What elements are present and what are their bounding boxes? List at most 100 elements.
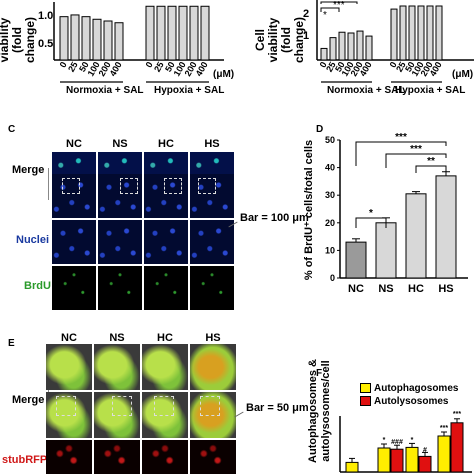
top-left-tick-11: 400 <box>194 60 210 78</box>
panel-d-xtick-3: HS <box>438 283 453 295</box>
panel-e: NC NS HC HS Merge stubRFP Bar = 50 μm <box>0 330 309 474</box>
top-right-tick-6: 0 <box>388 60 399 69</box>
top-right-bar-5 <box>365 35 373 61</box>
top-left-chart: Cell viability (fold change) 1.0 0.5 025… <box>0 0 240 100</box>
top-right-tick-8: 50 <box>403 60 417 74</box>
panel-d-sig-bracket-3 <box>355 141 447 166</box>
panel-e-col-hc: HC <box>157 332 173 344</box>
top-right-bar-0 <box>320 47 328 61</box>
panel-d-xtick-2: HC <box>408 283 424 295</box>
top-right-ytick-bottom: 1 <box>303 30 310 42</box>
panel-d-ytick-4: 40 <box>325 163 335 173</box>
top-left-tick-0: 0 <box>58 60 69 69</box>
top-right-bar-3 <box>347 32 355 61</box>
panel-d-sig-bracket-0 <box>355 217 387 228</box>
panel-d-sig-0: * <box>369 208 373 219</box>
panel-c-nuclei-nc <box>52 220 96 264</box>
top-left-unit: (μM) <box>213 69 235 80</box>
panel-e-stubrfp-nc <box>46 440 92 474</box>
top-left-bar-6 <box>145 5 155 61</box>
panel-f-sig-4: *** <box>440 425 448 432</box>
panel-label-c: C <box>8 124 16 135</box>
panel-e-scale-bar-text: Bar = 50 μm <box>246 402 309 414</box>
top-left-group-normoxia: Normoxia + SAL <box>66 85 144 96</box>
top-right-bar-11 <box>435 5 443 61</box>
panel-c-merge-hc-2 <box>144 174 188 218</box>
top-left-tick-8: 50 <box>163 60 177 74</box>
panel-f-legend: Autophagosomes Autolysosomes <box>360 382 458 408</box>
top-left-bar-10 <box>189 5 199 61</box>
panel-d-sig-2: *** <box>410 144 422 155</box>
panel-e-col-nc: NC <box>61 332 77 344</box>
panel-c-brdu-nc <box>52 266 96 310</box>
top-right-tick-2: 50 <box>333 60 347 74</box>
panel-f-sig-0: * <box>383 437 386 444</box>
panel-d-ylabel: % of BrdU⁺ cells/total cells <box>303 140 315 280</box>
panel-f-ylabel-line2: autolysosomes/cell <box>320 360 332 462</box>
top-left-ytick-top: 1.0 <box>38 10 54 22</box>
top-left-bar-1 <box>70 14 80 61</box>
top-right-bar-8 <box>408 5 416 61</box>
panel-c-nuclei-ns <box>98 220 142 264</box>
panel-e-zoom-box-ns <box>112 396 132 416</box>
top-right-bar-10 <box>426 5 434 61</box>
top-left-bar-11 <box>200 5 210 61</box>
top-left-group-hypoxia: Hypoxia + SAL <box>154 85 225 96</box>
panel-c-col-ns: NS <box>112 138 128 150</box>
panel-d-bar-2 <box>405 193 427 279</box>
panel-c-brdu-ns <box>98 266 142 310</box>
top-right-sig-a: * <box>323 10 327 21</box>
panel-d-xtick-0: NC <box>348 283 364 295</box>
panel-f-legend-autophagosomes: Autophagosomes <box>360 382 458 395</box>
top-left-tick-5: 400 <box>108 60 124 78</box>
top-right-group-normoxia: Normoxia + SAL <box>327 85 405 96</box>
panel-e-merge-hs-1 <box>190 344 236 390</box>
panel-e-col-hs: HS <box>205 332 221 344</box>
panel-f-chart: * ### * # *** *** <box>339 411 472 473</box>
top-right-bar-9 <box>417 5 425 61</box>
top-right-sig-b: *** <box>333 0 345 11</box>
panel-d-sig-1: ** <box>427 156 435 167</box>
panel-d-bar-1 <box>375 222 397 279</box>
top-left-tick-6: 0 <box>144 60 155 69</box>
panel-e-stubrfp-ns <box>94 440 140 474</box>
panel-e-row-merge: Merge <box>12 394 45 406</box>
panel-c-zoom-box-ns <box>120 178 138 194</box>
panel-e-stubrfp-hs <box>190 440 236 474</box>
panel-e-merge-hc-1 <box>142 344 188 390</box>
panel-c-scale-bar-text: Bar = 100 μm <box>240 212 309 224</box>
panel-d-bar-3 <box>435 175 457 279</box>
panel-d-ytick-1: 10 <box>325 245 335 255</box>
top-left-bar-4 <box>103 20 113 61</box>
top-right-bar-4 <box>356 30 364 61</box>
panel-e-zoom-box-nc <box>56 396 76 416</box>
panel-c-row-merge: Merge <box>12 164 45 176</box>
top-left-bar-2 <box>81 16 91 61</box>
top-left-bar-8 <box>167 5 177 61</box>
panel-d-sig-bracket-1 <box>415 165 447 173</box>
panel-d-xtick-1: NS <box>378 283 393 295</box>
panel-c-col-hs: HS <box>204 138 220 150</box>
panel-label-e: E <box>8 338 15 349</box>
panel-f-sig-3: # <box>423 447 427 454</box>
panel-e-zoom-box-hs <box>200 396 220 416</box>
top-right-bar-2 <box>338 31 346 61</box>
top-left-bar-5 <box>114 22 124 61</box>
panel-d-ytick-2: 20 <box>325 218 335 228</box>
top-right-sig-bracket-a <box>320 7 340 12</box>
top-right-group-hypoxia: Hypoxia + SAL <box>395 85 466 96</box>
panel-e-zoom-box-hc <box>154 396 174 416</box>
panel-c-brdu-hc <box>144 266 188 310</box>
panel-c-nuclei-hs <box>190 220 234 264</box>
panel-d-sig-bracket-2 <box>385 153 447 168</box>
panel-f-legend-label-autolysosomes: Autolysosomes <box>374 396 449 407</box>
top-right-bar-1 <box>329 37 337 61</box>
top-right-sig-bracket-b <box>320 1 358 4</box>
top-left-bar-0 <box>59 16 69 61</box>
panel-c-nuclei-hc <box>144 220 188 264</box>
panel-c-brdu-hs <box>190 266 234 310</box>
panel-e-merge-ns-1 <box>94 344 140 390</box>
top-left-tick-1: 25 <box>66 60 80 74</box>
